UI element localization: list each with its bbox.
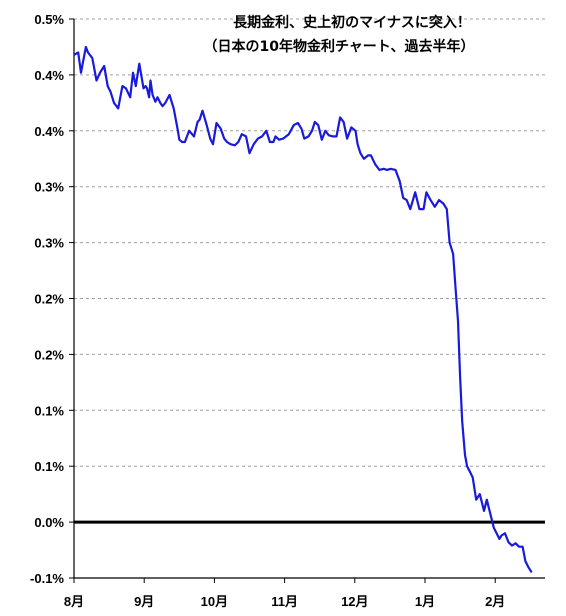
y-tick-label: 0.3% (34, 236, 64, 251)
x-axis-tick-labels: 8月 9月 10月 11月 12月 1月 2月 (64, 594, 505, 609)
y-tick-label: 0.5% (34, 12, 64, 27)
x-tick-label: 11月 (271, 594, 298, 609)
chart-title: 長期金利、史上初のマイナスに突入！ (233, 14, 471, 31)
chart-subtitle: （日本の10年物金利チャート、過去半年） (203, 38, 474, 55)
x-tick-label: 1月 (415, 594, 435, 609)
y-tick-label: 0.3% (34, 180, 64, 195)
y-tick-label: 0.2% (34, 347, 64, 362)
y-tick-label: 0.1% (34, 403, 64, 418)
y-tick-label: -0.1% (30, 571, 64, 586)
x-tick-label: 9月 (134, 594, 154, 609)
series-line (73, 45, 533, 573)
axes (69, 18, 545, 583)
y-tick-label: 0.2% (34, 292, 64, 307)
y-tick-label: 0.4% (34, 68, 64, 83)
x-tick-label: 12月 (341, 594, 368, 609)
x-tick-label: 2月 (485, 594, 505, 609)
y-axis-tick-labels: 0.5% 0.4% 0.4% 0.3% 0.3% 0.2% 0.2% 0.1% 0.1% 0.0%… (30, 12, 64, 586)
gridlines (74, 18, 545, 467)
x-tick-label: 10月 (201, 594, 228, 609)
y-tick-label: 0.1% (34, 459, 64, 474)
y-tick-label: 0.0% (34, 515, 64, 530)
x-tick-label: 8月 (64, 594, 84, 609)
y-tick-label: 0.4% (34, 124, 64, 139)
